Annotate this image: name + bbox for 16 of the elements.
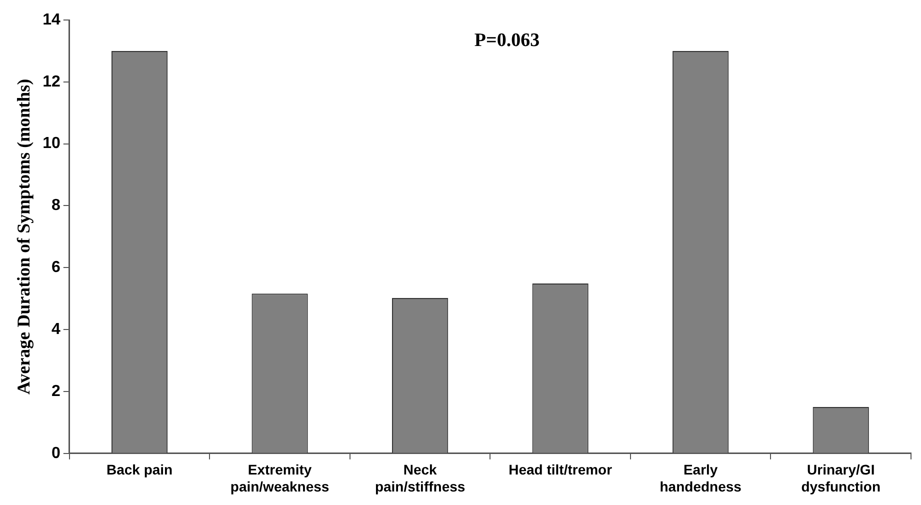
y-tick-label: 6 (51, 259, 60, 276)
y-tick-label: 4 (51, 320, 60, 338)
y-tick-label: 8 (51, 197, 60, 214)
y-axis-title: Average Duration of Symptoms (months) (13, 78, 34, 395)
y-tick-label: 12 (42, 73, 60, 90)
x-tick-label: Head tilt/tremor (508, 462, 613, 478)
x-tick-label: Urinary/GI dysfunction (801, 462, 881, 494)
x-tick-label: Neck pain/stiffness (374, 462, 466, 494)
x-tick-label: Early handedness (660, 462, 742, 494)
y-tick-label: 10 (42, 135, 60, 152)
y-tick-label: 0 (51, 444, 60, 462)
x-tick-label: Extremity pain/weakness (230, 462, 330, 494)
y-tick-label: 14 (42, 11, 60, 28)
annotation: P=0.063 (474, 30, 540, 51)
x-tick-label: Back pain (106, 462, 173, 478)
y-tick-label: 2 (51, 382, 60, 400)
